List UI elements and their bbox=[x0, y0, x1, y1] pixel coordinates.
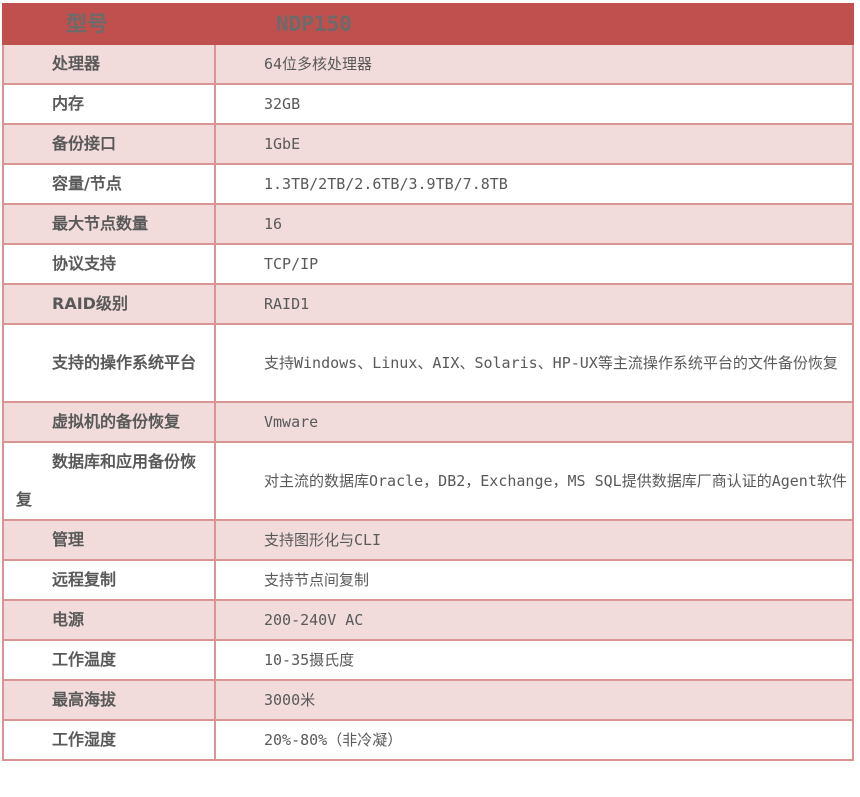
spec-value: 10-35摄氏度 bbox=[214, 639, 854, 681]
spec-key: 备份接口 bbox=[2, 123, 216, 165]
spec-key: 内存 bbox=[2, 83, 216, 125]
spec-value: 支持图形化与CLI bbox=[214, 519, 854, 561]
spec-key: 工作温度 bbox=[2, 639, 216, 681]
table-header-row: 型号 NDP150 bbox=[2, 3, 854, 45]
table-row: 处理器 64位多核处理器 bbox=[2, 43, 854, 85]
table-row: 工作温度 10-35摄氏度 bbox=[2, 639, 854, 681]
spec-value: 支持Windows、Linux、AIX、Solaris、HP-UX等主流操作系统… bbox=[214, 323, 854, 403]
table-row: 容量/节点 1.3TB/2TB/2.6TB/3.9TB/7.8TB bbox=[2, 163, 854, 205]
spec-value: RAID1 bbox=[214, 283, 854, 325]
spec-key: 最大节点数量 bbox=[2, 203, 216, 245]
table-row: 管理 支持图形化与CLI bbox=[2, 519, 854, 561]
spec-value: 1GbE bbox=[214, 123, 854, 165]
spec-key: 数据库和应用备份恢复 bbox=[2, 441, 216, 521]
spec-key: 远程复制 bbox=[2, 559, 216, 601]
spec-value: 16 bbox=[214, 203, 854, 245]
spec-key: RAID级别 bbox=[2, 283, 216, 325]
spec-key: 虚拟机的备份恢复 bbox=[2, 401, 216, 443]
spec-key: 处理器 bbox=[2, 43, 216, 85]
table-row: 数据库和应用备份恢复 对主流的数据库Oracle，DB2，Exchange，MS … bbox=[2, 441, 854, 521]
table-row: 电源 200-240V AC bbox=[2, 599, 854, 641]
table-row: 支持的操作系统平台 支持Windows、Linux、AIX、Solaris、HP-… bbox=[2, 323, 854, 403]
table-row: 远程复制 支持节点间复制 bbox=[2, 559, 854, 601]
spec-value: 20%-80%（非冷凝） bbox=[214, 719, 854, 761]
spec-key: 最高海拔 bbox=[2, 679, 216, 721]
spec-value: 支持节点间复制 bbox=[214, 559, 854, 601]
spec-value: 200-240V AC bbox=[214, 599, 854, 641]
spec-key: 支持的操作系统平台 bbox=[2, 323, 216, 403]
spec-value: Vmware bbox=[214, 401, 854, 443]
spec-key: 管理 bbox=[2, 519, 216, 561]
spec-value: TCP/IP bbox=[214, 243, 854, 285]
spec-value: 64位多核处理器 bbox=[214, 43, 854, 85]
table-row: 最高海拔 3000米 bbox=[2, 679, 854, 721]
spec-key: 工作湿度 bbox=[2, 719, 216, 761]
spec-value: 32GB bbox=[214, 83, 854, 125]
spec-value: 3000米 bbox=[214, 679, 854, 721]
spec-key: 协议支持 bbox=[2, 243, 216, 285]
spec-value: 对主流的数据库Oracle，DB2，Exchange，MS SQL提供数据库厂商… bbox=[214, 441, 854, 521]
table-row: 内存 32GB bbox=[2, 83, 854, 125]
spec-key: 容量/节点 bbox=[2, 163, 216, 205]
spec-key: 电源 bbox=[2, 599, 216, 641]
table-row: 工作湿度 20%-80%（非冷凝） bbox=[2, 719, 854, 761]
table-row: RAID级别 RAID1 bbox=[2, 283, 854, 325]
spec-value: 1.3TB/2TB/2.6TB/3.9TB/7.8TB bbox=[214, 163, 854, 205]
table-row: 最大节点数量 16 bbox=[2, 203, 854, 245]
spec-table: 型号 NDP150 处理器 64位多核处理器 内存 32GB 备份接口 1GbE 容量/节点… bbox=[2, 3, 854, 761]
table-row: 虚拟机的备份恢复 Vmware bbox=[2, 401, 854, 443]
table-row: 备份接口 1GbE bbox=[2, 123, 854, 165]
header-value: NDP150 bbox=[214, 3, 854, 45]
table-row: 协议支持 TCP/IP bbox=[2, 243, 854, 285]
header-key: 型号 bbox=[2, 3, 216, 45]
